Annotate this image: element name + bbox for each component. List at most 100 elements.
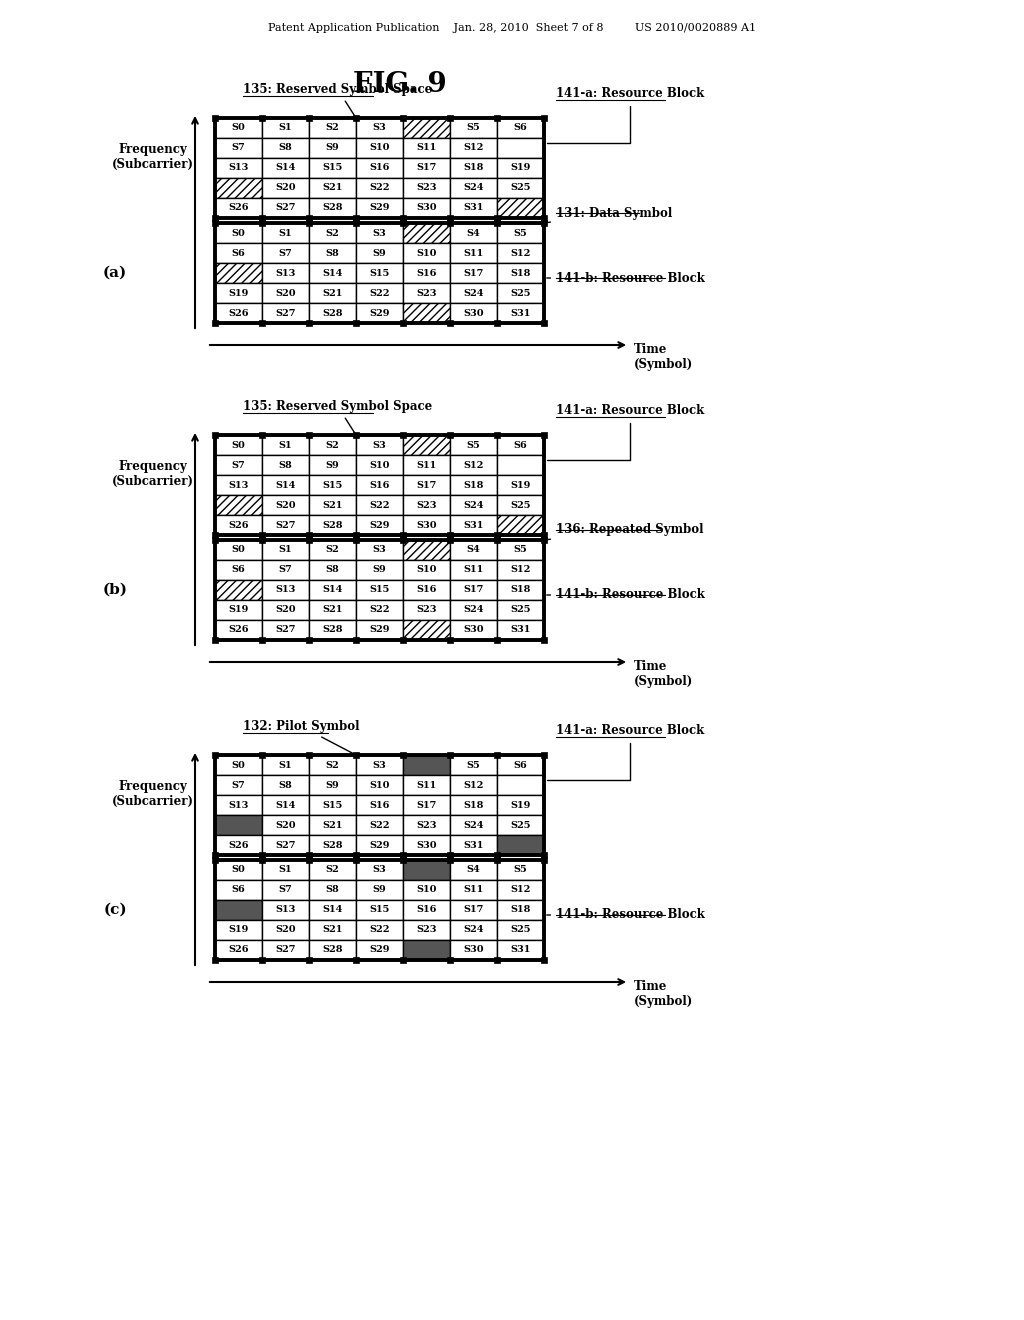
Bar xyxy=(403,455,450,475)
Bar xyxy=(215,861,262,880)
Text: 131: Data Symbol: 131: Data Symbol xyxy=(547,206,672,223)
Bar xyxy=(403,495,450,515)
Text: S15: S15 xyxy=(370,906,390,915)
Bar xyxy=(215,243,262,263)
Bar xyxy=(356,579,403,601)
Bar xyxy=(497,880,544,900)
Bar xyxy=(262,243,309,263)
Bar xyxy=(541,432,547,438)
Bar xyxy=(262,475,309,495)
Bar xyxy=(215,836,262,855)
Bar xyxy=(306,638,312,643)
Bar xyxy=(309,178,356,198)
Text: S13: S13 xyxy=(275,268,296,277)
Bar xyxy=(400,432,406,438)
Bar xyxy=(497,560,544,579)
Text: S18: S18 xyxy=(510,268,530,277)
Bar xyxy=(450,861,497,880)
Bar xyxy=(262,900,309,920)
Text: S12: S12 xyxy=(463,144,483,153)
Text: S5: S5 xyxy=(514,228,527,238)
Bar xyxy=(356,861,403,880)
Bar xyxy=(262,282,309,304)
Bar xyxy=(403,620,450,640)
Text: S21: S21 xyxy=(323,289,343,297)
Bar xyxy=(215,198,262,218)
Bar xyxy=(497,198,544,218)
Bar xyxy=(400,220,406,226)
Bar xyxy=(215,455,262,475)
Bar xyxy=(259,432,265,438)
Text: S24: S24 xyxy=(463,183,483,193)
Bar xyxy=(215,223,544,323)
Bar xyxy=(403,795,450,814)
Text: S21: S21 xyxy=(323,821,343,829)
Bar xyxy=(541,115,547,121)
Text: S7: S7 xyxy=(279,886,293,895)
Text: S14: S14 xyxy=(275,164,296,173)
Bar xyxy=(541,957,547,964)
Text: S27: S27 xyxy=(275,520,296,529)
Text: S26: S26 xyxy=(228,841,249,850)
Bar xyxy=(403,139,450,158)
Text: S0: S0 xyxy=(231,545,246,554)
Bar xyxy=(497,861,544,880)
Text: S0: S0 xyxy=(231,866,246,874)
Bar xyxy=(259,752,265,758)
Bar xyxy=(309,495,356,515)
Bar xyxy=(353,957,359,964)
Text: S5: S5 xyxy=(514,545,527,554)
Bar xyxy=(356,198,403,218)
Text: S12: S12 xyxy=(510,886,530,895)
Text: S7: S7 xyxy=(279,565,293,574)
Bar xyxy=(497,775,544,795)
Text: S3: S3 xyxy=(373,228,386,238)
Bar xyxy=(353,432,359,438)
Bar xyxy=(494,215,500,220)
Bar xyxy=(215,223,262,243)
Text: S13: S13 xyxy=(228,480,249,490)
Bar xyxy=(262,560,309,579)
Text: S27: S27 xyxy=(275,841,296,850)
Text: S0: S0 xyxy=(231,441,246,450)
Bar xyxy=(309,198,356,218)
Bar xyxy=(450,475,497,495)
Bar xyxy=(353,638,359,643)
Text: S31: S31 xyxy=(510,309,530,318)
Bar xyxy=(262,601,309,620)
Bar xyxy=(400,537,406,543)
Text: S22: S22 xyxy=(370,606,390,615)
Text: S6: S6 xyxy=(514,441,527,450)
Text: (b): (b) xyxy=(102,583,128,597)
Bar xyxy=(450,158,497,178)
Text: S9: S9 xyxy=(326,780,339,789)
Bar xyxy=(215,579,262,601)
Bar xyxy=(212,851,218,858)
Text: S4: S4 xyxy=(467,545,480,554)
Bar xyxy=(450,560,497,579)
Bar xyxy=(215,775,262,795)
Bar xyxy=(309,475,356,495)
Bar xyxy=(215,900,262,920)
Text: S15: S15 xyxy=(323,800,343,809)
Bar xyxy=(259,319,265,326)
Text: S8: S8 xyxy=(326,565,339,574)
Bar xyxy=(215,920,262,940)
Text: S28: S28 xyxy=(323,626,343,635)
Bar xyxy=(497,515,544,535)
Bar xyxy=(403,620,450,640)
Bar xyxy=(447,752,453,758)
Bar xyxy=(400,115,406,121)
Text: S8: S8 xyxy=(279,780,293,789)
Text: S27: S27 xyxy=(275,626,296,635)
Text: S4: S4 xyxy=(467,866,480,874)
Bar xyxy=(212,432,218,438)
Text: S1: S1 xyxy=(279,545,292,554)
Bar xyxy=(447,432,453,438)
Text: S21: S21 xyxy=(323,500,343,510)
Bar xyxy=(212,638,218,643)
Bar xyxy=(215,263,262,282)
Bar xyxy=(450,836,497,855)
Bar xyxy=(309,223,356,243)
Bar xyxy=(356,178,403,198)
